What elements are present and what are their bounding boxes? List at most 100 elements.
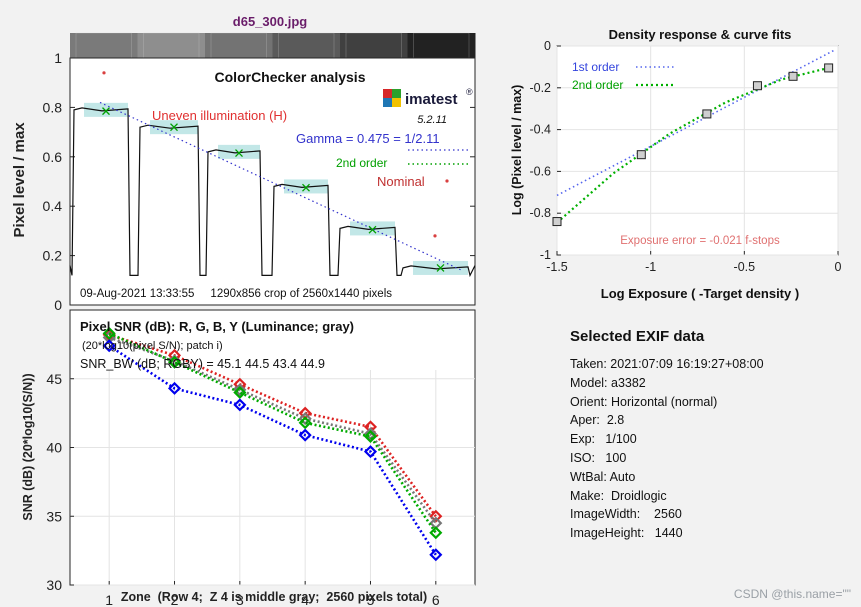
measured-mark: [235, 149, 243, 158]
density-point: [552, 217, 562, 227]
nominal-legend-mark: [445, 179, 449, 183]
snr-y-label: SNR (dB) (20*log10(S/N)): [21, 373, 35, 520]
watermark: CSDN @this.name="": [733, 587, 851, 601]
density-y-tick-label: -1: [540, 248, 551, 262]
logo-registered-mark: ®: [466, 87, 473, 97]
patch-highlight: [218, 144, 260, 159]
gamma-label: Gamma = 0.475 = 1/2.11: [296, 131, 440, 146]
snr-summary: SNR_BW (dB; RGBY) = 45.1 44.5 43.4 44.9: [80, 357, 325, 371]
exif-line: Model: a3382: [570, 375, 646, 390]
patch-highlight: [84, 102, 128, 117]
snr-point-G: [429, 526, 443, 540]
file-title: d65_300.jpg: [233, 14, 307, 29]
snr-x-tick-label: 5: [367, 592, 375, 607]
snr-y-tick-label: 35: [46, 508, 62, 524]
nominal-mark: [433, 234, 437, 238]
second-order-label: 2nd order: [336, 156, 387, 170]
pixel-y-tick-label: 0.4: [43, 198, 63, 214]
snr-x-tick-label: 3: [236, 592, 244, 607]
density-y-tick-label: -0.8: [529, 206, 551, 220]
exif-line: ISO: 100: [570, 450, 627, 465]
pixel-trace: [69, 107, 476, 278]
snr-y-tick-label: 30: [46, 577, 62, 593]
exif-line: Orient: Horizontal (normal): [570, 394, 718, 409]
measured-mark: [102, 107, 110, 116]
exif-title: Selected EXIF data: [570, 328, 705, 345]
measured-mark: [170, 123, 178, 132]
strip-patch-inner: [345, 32, 402, 59]
density-axes: -1.5 -1 -0.5 0-1-0.8-0.6-0.4-0.20: [529, 39, 841, 274]
density-y-label: Log (Pixel level / max): [510, 85, 524, 216]
imatest-logo: imatest ®: [383, 87, 473, 108]
measured-marks: [102, 107, 445, 272]
snr-subtitle: (20*log10(pixel S/N); patch i): [82, 340, 223, 352]
snr-y-tick-label: 45: [46, 371, 62, 387]
snr-chart-title: Pixel SNR (dB): R, G, B, Y (Luminance; g…: [80, 319, 354, 334]
density-point: [824, 63, 834, 73]
density-y-tick-label: -0.2: [529, 81, 551, 95]
first-order-legend-label: 1st order: [572, 60, 619, 74]
patch-highlight: [350, 221, 395, 236]
snr-x-label: Zone (Row 4; Z 4 is middle gray; 2560 pi…: [121, 590, 427, 604]
snr-point-B: [298, 428, 312, 442]
uneven-illumination-label: Uneven illumination (H): [152, 108, 287, 123]
density-x-tick-label: -1.5: [546, 260, 568, 274]
density-x-label: Log Exposure ( -Target density ): [601, 286, 799, 301]
snr-point-Y: [233, 383, 247, 397]
snr-x-tick-label: 1: [105, 592, 113, 607]
density-x-tick-label: -0.5: [734, 260, 756, 274]
exif-line: ImageHeight: 1440: [570, 526, 683, 541]
density-x-tick-label: -1: [645, 260, 656, 274]
snr-point-B: [233, 398, 247, 412]
logo-square-green: [392, 89, 401, 98]
version-label: 5.2.11: [417, 114, 447, 126]
exif-lines: Taken: 2021:07:09 16:19:27+08:00 Model: a…: [570, 355, 850, 543]
patch-highlight: [284, 179, 328, 194]
exif-line: Taken: 2021:07:09 16:19:27+08:00: [570, 357, 764, 371]
snr-point-G: [167, 355, 182, 369]
nominal-mark: [102, 71, 106, 75]
pixel-y-tick-label: 0.2: [43, 248, 63, 264]
exif-line: Exp: 1/100: [570, 432, 637, 447]
logo-square-blue: [383, 98, 392, 107]
density-point: [788, 71, 798, 81]
pixel-y-ticks: 0 0.2 0.4 0.6 0.8 1: [43, 50, 475, 313]
exif-line: Aper: 2.8: [570, 413, 625, 428]
strip-patch-inner: [278, 32, 335, 59]
snr-point-B: [102, 339, 116, 353]
snr-line-B: [108, 344, 437, 556]
strip-patch-inner: [75, 32, 132, 59]
measured-mark: [302, 183, 310, 192]
patch-highlights: [84, 102, 468, 275]
snr-point-Y: [298, 412, 312, 426]
snr-x-tick-label: 4: [301, 592, 309, 607]
measured-mark: [436, 263, 445, 272]
pixel-y-label: Pixel level / max: [11, 122, 28, 238]
exposure-error-note: Exposure error = -0.021 f-stops: [620, 235, 780, 247]
logo-square-yellow: [392, 98, 401, 107]
second-order-legend-label: 2nd order: [572, 78, 623, 92]
pixel-y-tick-label: 0.6: [43, 149, 63, 165]
density-y-tick-label: 0: [544, 39, 551, 53]
nominal-marks: [102, 71, 437, 238]
density-chart-title: Density response & curve fits: [609, 27, 792, 42]
snr-point-G: [233, 385, 247, 400]
pixel-footer: 09-Aug-2021 13:33:55 1290x856 crop of 25…: [80, 288, 392, 300]
snr-x-tick-label: 6: [432, 592, 440, 607]
density-point: [752, 81, 762, 91]
snr-point-G: [298, 416, 312, 430]
snr-point-G: [102, 326, 116, 340]
density-point: [636, 150, 646, 160]
snr-series: [102, 326, 443, 562]
strip-patch-inner: [210, 32, 267, 59]
snr-point-G: [363, 429, 378, 444]
strip-patch-inner: [413, 32, 470, 59]
strip-patch-inner: [143, 32, 200, 59]
logo-square-red: [383, 89, 392, 98]
exif-panel: Selected EXIF data Taken: 2021:07:09 16:…: [570, 328, 850, 543]
density-y-tick-label: -0.4: [529, 123, 551, 137]
snr-x-tick-label: 2: [171, 592, 179, 607]
density-x-tick-label: 0: [835, 260, 842, 274]
